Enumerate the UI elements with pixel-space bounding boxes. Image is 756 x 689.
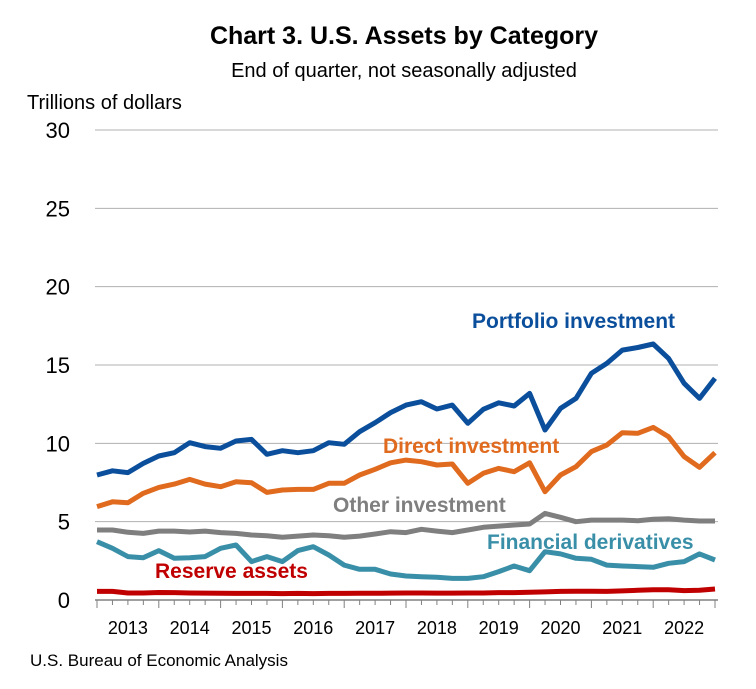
x-tick-label: 2018 [417, 618, 457, 638]
series-label: Other investment [333, 494, 506, 517]
y-tick-label: 5 [58, 510, 70, 535]
series-line-reserve-assets [97, 586, 716, 597]
x-tick-label: 2020 [540, 618, 580, 638]
x-tick-label: 2017 [355, 618, 395, 638]
chart-title: Chart 3. U.S. Assets by Category [209, 22, 599, 50]
y-tick-label: 25 [46, 196, 70, 221]
series-line-portfolio-investment [96, 341, 717, 478]
x-tick-label: 2022 [664, 618, 704, 638]
y-tick-label: 30 [46, 118, 70, 143]
series-label: Reserve assets [155, 560, 308, 583]
x-tick-label: 2013 [108, 618, 148, 638]
y-axis-label: Trillions of dollars [27, 92, 182, 114]
series-label: Direct investment [383, 435, 559, 458]
series-line-financial-derivatives [96, 539, 716, 581]
x-tick-label: 2021 [602, 618, 642, 638]
x-tick-label: 2016 [293, 618, 333, 638]
x-tick-label: 2019 [479, 618, 519, 638]
y-tick-label: 20 [46, 275, 70, 300]
series-line-direct-investment [96, 424, 717, 509]
x-tick-label: 2015 [231, 618, 271, 638]
y-tick-label: 0 [58, 588, 70, 613]
source-note: U.S. Bureau of Economic Analysis [30, 651, 288, 670]
series-label: Financial derivatives [487, 531, 694, 554]
chart-subtitle: End of quarter, not seasonally adjusted [231, 60, 577, 82]
y-tick-label: 15 [46, 353, 70, 378]
y-tick-label: 10 [46, 431, 70, 456]
series-label: Portfolio investment [472, 310, 675, 333]
series-line-other-investment [97, 510, 715, 540]
x-tick-label: 2014 [170, 618, 210, 638]
